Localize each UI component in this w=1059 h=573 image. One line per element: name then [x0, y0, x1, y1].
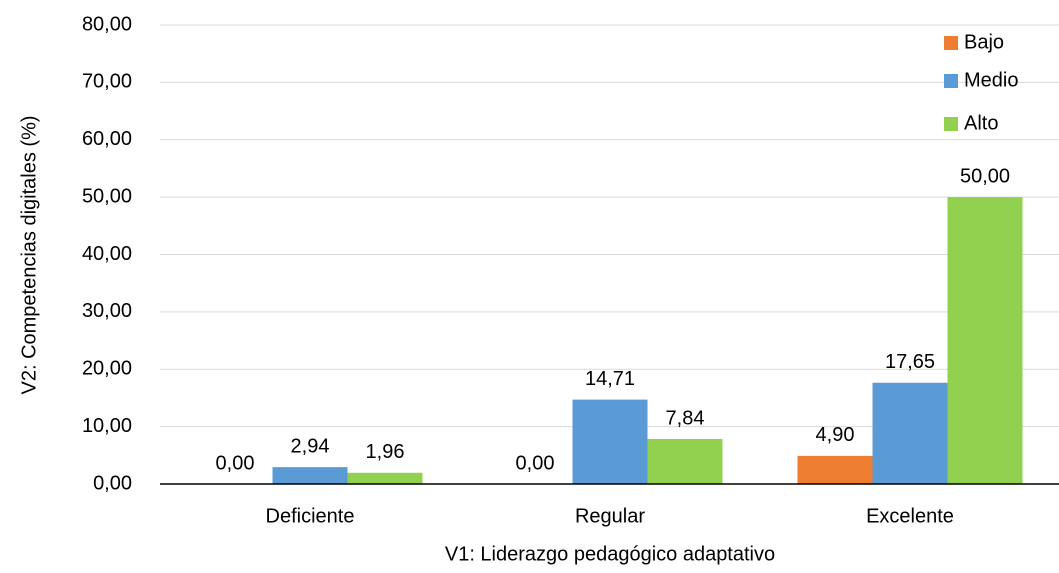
bar — [947, 197, 1023, 484]
legend-label: Bajo — [964, 31, 1004, 53]
y-tick-label: 0,00 — [93, 472, 132, 494]
bar — [347, 472, 423, 484]
bar — [647, 439, 723, 484]
x-tick-label: Excelente — [866, 505, 954, 527]
data-label: 0,00 — [516, 452, 555, 474]
y-axis-title: V2: Competencias digitales (%) — [18, 115, 40, 394]
data-label: 1,96 — [366, 441, 405, 463]
y-tick-label: 70,00 — [82, 71, 132, 93]
x-tick-label: Regular — [575, 505, 645, 527]
y-tick-label: 20,00 — [82, 358, 132, 380]
y-tick-label: 50,00 — [82, 185, 132, 207]
bar — [872, 382, 948, 484]
x-axis-title: V1: Liderazgo pedagógico adaptativo — [445, 543, 775, 565]
bar — [572, 399, 648, 484]
data-label: 50,00 — [960, 165, 1010, 187]
x-tick-label: Deficiente — [266, 505, 355, 527]
y-tick-label: 80,00 — [82, 13, 132, 35]
legend-swatch — [944, 36, 958, 50]
y-tick-label: 40,00 — [82, 243, 132, 265]
data-label: 2,94 — [291, 435, 330, 457]
data-label: 4,90 — [816, 424, 855, 446]
legend-label: Medio — [964, 69, 1018, 91]
y-tick-label: 60,00 — [82, 128, 132, 150]
data-label: 14,71 — [585, 368, 635, 390]
y-tick-label: 30,00 — [82, 300, 132, 322]
legend-label: Alto — [964, 112, 998, 134]
legend-swatch — [944, 74, 958, 88]
data-label: 0,00 — [216, 452, 255, 474]
bar — [272, 467, 348, 484]
bar — [797, 455, 873, 484]
data-label: 17,65 — [885, 351, 935, 373]
y-tick-label: 10,00 — [82, 415, 132, 437]
data-label: 7,84 — [666, 407, 705, 429]
legend-swatch — [944, 117, 958, 131]
